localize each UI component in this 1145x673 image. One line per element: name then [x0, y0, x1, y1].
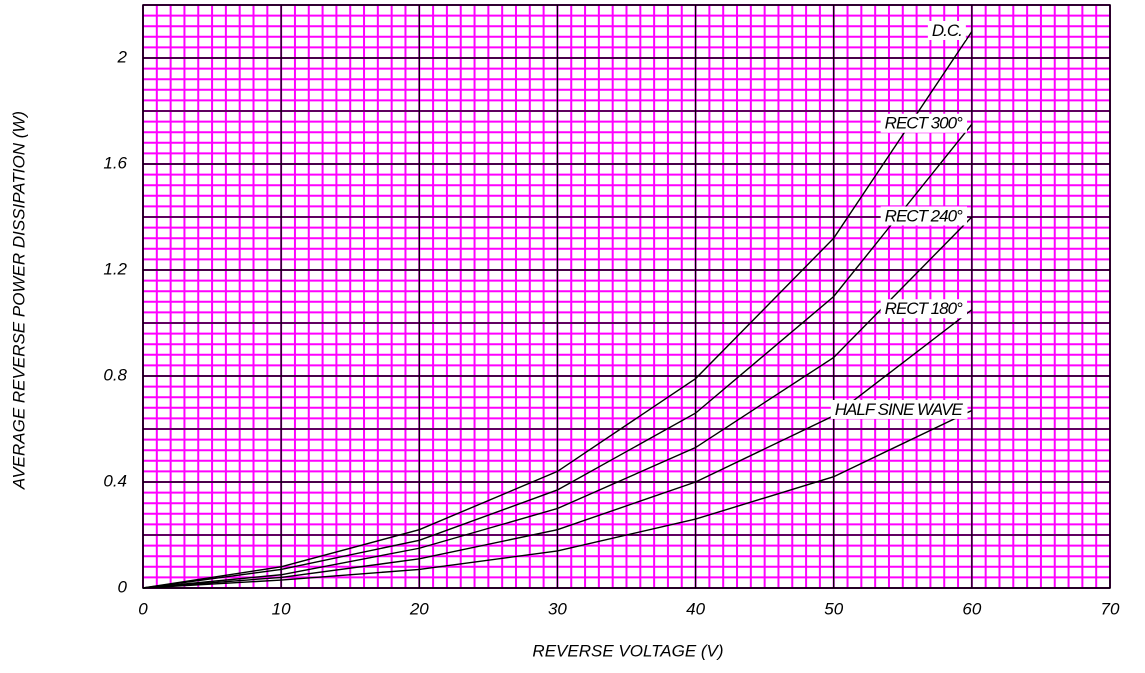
x-tick-label: 20 [409, 599, 429, 618]
series-line [142, 409, 973, 589]
x-tick-label: 60 [962, 599, 981, 618]
y-tick-label: 0.8 [103, 365, 127, 384]
series-label-background [880, 299, 968, 319]
series-label: RECT 180° [885, 299, 963, 318]
series-line [142, 216, 973, 589]
y-axis-label: AVERAGE REVERSE POWER DISSIPATION (W) [9, 111, 28, 490]
plot-border [142, 4, 1111, 589]
x-tick-label: 0 [138, 599, 148, 618]
series-label: RECT 240° [885, 206, 963, 225]
x-tick-label: 10 [272, 599, 291, 618]
x-tick-label: 40 [686, 599, 705, 618]
y-tick-label: 1.6 [103, 153, 127, 172]
series-label-background [880, 206, 968, 226]
y-tick-label: 0.4 [103, 471, 127, 490]
series-label-background [830, 399, 968, 419]
x-axis-label: REVERSE VOLTAGE (V) [532, 641, 723, 660]
x-tick-label: 70 [1101, 599, 1120, 618]
y-tick-label: 1.2 [103, 259, 127, 278]
series-label-background [927, 20, 966, 40]
x-tick-label: 30 [548, 599, 567, 618]
y-tick-label: 2 [117, 47, 128, 66]
series-label: RECT 300° [885, 114, 963, 133]
x-tick-label: 50 [824, 599, 843, 618]
y-tick-label: 0 [118, 577, 128, 596]
series-line [142, 31, 973, 589]
series-label-background [880, 113, 968, 133]
series-label: D.C. [932, 21, 962, 40]
series-label: HALF SINE WAVE [835, 400, 964, 419]
series-line [142, 123, 973, 589]
